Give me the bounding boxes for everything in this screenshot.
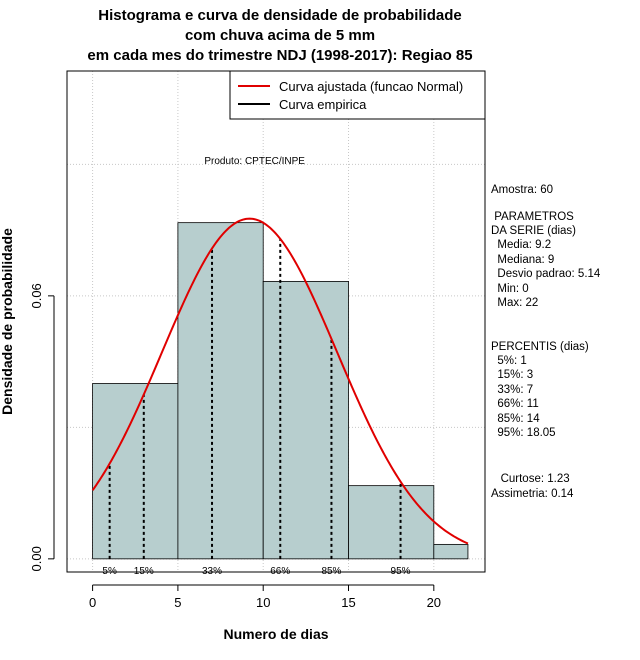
y-tick-label: 0.00 <box>29 546 44 571</box>
percentil-15: 15%: 3 <box>491 369 534 381</box>
percentile-label: 5% <box>102 566 117 577</box>
y-tick-label: 0.06 <box>29 283 44 308</box>
percentil-66: 66%: 11 <box>491 398 539 410</box>
chart-title-line-2: com chuva acima de 5 mm <box>184 27 376 44</box>
kurtosis: Curtose: 1.23 <box>491 473 570 485</box>
histogram-bar <box>262 280 349 560</box>
param-mediana: Mediana: 9 <box>491 254 555 266</box>
product-annotation: Produto: CPTEC/INPE <box>204 156 305 167</box>
percentile-label: 85% <box>321 566 341 577</box>
x-tick-label: 20 <box>427 595 441 610</box>
histogram-bar <box>433 543 469 560</box>
legend-label-normal: Curva ajustada (funcao Normal) <box>279 79 463 94</box>
percentile-lines: 5% 15% 33% 66% 85% 95% <box>102 238 411 577</box>
percentil-95: 95%: 18.05 <box>491 427 556 439</box>
histogram-bar <box>348 485 435 560</box>
percentil-85: 85%: 14 <box>491 413 540 425</box>
percentile-label: 66% <box>270 566 290 577</box>
x-tick-label: 0 <box>89 595 96 610</box>
chart-title-line-1: Histograma e curva de densidade de proba… <box>98 7 462 24</box>
legend: Curva ajustada (funcao Normal) Curva empi… <box>229 70 486 120</box>
normal-curve-line <box>91 217 469 545</box>
legend-label-empirical: Curva empirica <box>279 97 367 112</box>
percentil-5: 5%: 1 <box>491 355 527 367</box>
params-header-1: PARAMETROS <box>491 211 574 223</box>
x-tick-label: 10 <box>256 595 270 610</box>
histogram-bars <box>92 222 469 560</box>
percentile-label: 33% <box>202 566 222 577</box>
params-header-2: DA SERIE (dias) <box>491 225 576 237</box>
param-min: Min: 0 <box>491 283 529 295</box>
x-axis-title: Numero de dias <box>223 626 328 642</box>
y-axis-title: Densidade de probabilidade <box>0 228 15 415</box>
x-tick-label: 5 <box>174 595 181 610</box>
axes: 0 5 10 15 20 Numero de dias 0.00 0.06 Densidade … <box>0 70 486 642</box>
percentile-label: 95% <box>391 566 411 577</box>
param-desvio: Desvio padrao: 5.14 <box>491 268 601 280</box>
normal-curve <box>91 217 469 545</box>
legend-box <box>229 70 486 120</box>
param-max: Max: 22 <box>491 297 539 309</box>
skewness: Assimetria: 0.14 <box>491 488 574 500</box>
x-tick-label: 15 <box>341 595 355 610</box>
percentile-label: 15% <box>134 566 154 577</box>
histogram-bar <box>177 222 264 560</box>
percentis-header: PERCENTIS (dias) <box>491 341 589 353</box>
param-media: Media: 9.2 <box>491 239 552 251</box>
sample-size: Amostra: 60 <box>491 184 553 196</box>
chart-title-line-3: em cada mes do trimestre NDJ (1998-2017)… <box>87 47 473 64</box>
percentil-33: 33%: 7 <box>491 384 534 396</box>
